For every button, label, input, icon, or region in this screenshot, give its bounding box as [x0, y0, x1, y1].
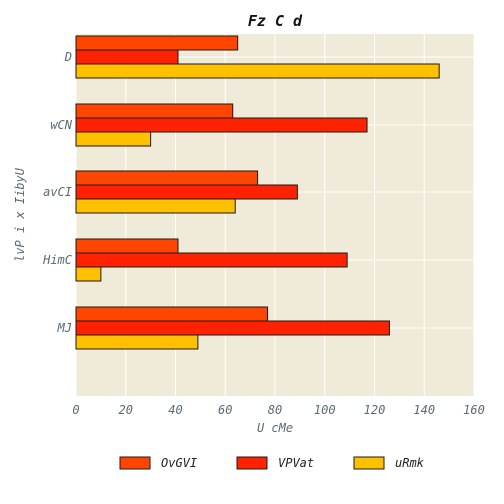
bar-group-avCI	[75, 170, 298, 214]
bar-OvGVI-MJ	[75, 306, 269, 322]
x-tick-label: 140	[413, 403, 435, 417]
bar-uRmk-wCN	[75, 131, 152, 147]
chart-title: Fz C d	[248, 12, 303, 30]
bar-OvGVI-wCN	[75, 103, 234, 119]
bar-VPVat-D	[75, 49, 179, 65]
legend-label: VPVat	[278, 456, 314, 470]
legend-label: OvGVI	[161, 456, 197, 470]
y-tick-label: wCN	[50, 118, 72, 132]
bar-group-D	[75, 35, 440, 79]
x-tick-label: 120	[364, 403, 386, 417]
legend-swatch	[236, 456, 268, 470]
x-axis-ticks: 0 20 40 60 80 100 120 140 160	[72, 403, 484, 417]
y-axis-ticks: MJ HimC avCI wCN D	[42, 50, 73, 335]
x-tick-label: 20	[119, 403, 133, 417]
bar-uRmk-avCI	[75, 198, 236, 214]
bar-OvGVI-avCI	[75, 170, 259, 186]
x-tick-label: 60	[218, 403, 232, 417]
bar-group-HimC	[75, 238, 348, 282]
legend-swatch	[353, 456, 385, 470]
bar-VPVat-wCN	[75, 117, 368, 133]
x-tick-label: 100	[314, 403, 336, 417]
y-tick-label: avCI	[43, 185, 72, 199]
y-axis-label: lvP i x IibyU	[13, 167, 27, 262]
bar-OvGVI-HimC	[75, 238, 179, 254]
bar-OvGVI-D	[75, 35, 239, 51]
legend-item-uRmk: uRmk	[353, 456, 425, 470]
bar-group-MJ	[75, 306, 390, 350]
x-axis-label: U cMe	[257, 421, 293, 435]
legend-item-VPVat: VPVat	[236, 456, 314, 470]
x-tick-label: 40	[168, 403, 182, 417]
legend-item-OvGVI: OvGVI	[119, 456, 197, 470]
bar-VPVat-HimC	[75, 252, 348, 268]
y-tick-label: D	[64, 50, 72, 64]
bars	[75, 35, 440, 350]
legend-swatch	[119, 456, 151, 470]
legend: OvGVI VPVat uRmk	[119, 456, 425, 470]
y-tick-label: MJ	[57, 321, 72, 335]
bar-group-wCN	[75, 103, 368, 147]
x-tick-label: 160	[463, 403, 485, 417]
bar-uRmk-D	[75, 63, 440, 79]
legend-label: uRmk	[395, 456, 425, 470]
x-tick-label: 80	[268, 403, 282, 417]
bar-uRmk-MJ	[75, 334, 199, 350]
bar-uRmk-HimC	[75, 266, 102, 282]
bar-VPVat-avCI	[75, 184, 298, 200]
x-tick-label: 0	[72, 403, 79, 417]
bar-VPVat-MJ	[75, 320, 390, 336]
y-tick-label: HimC	[42, 253, 73, 267]
